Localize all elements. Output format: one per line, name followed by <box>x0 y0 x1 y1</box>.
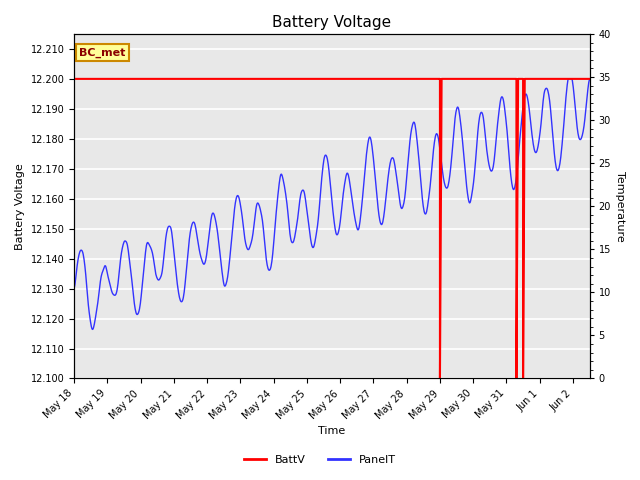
Text: BC_met: BC_met <box>79 48 125 58</box>
Y-axis label: Battery Voltage: Battery Voltage <box>15 163 25 250</box>
Title: Battery Voltage: Battery Voltage <box>272 15 392 30</box>
Y-axis label: Temperature: Temperature <box>615 171 625 241</box>
Legend: BattV, PanelT: BattV, PanelT <box>239 451 401 469</box>
X-axis label: Time: Time <box>318 426 346 436</box>
